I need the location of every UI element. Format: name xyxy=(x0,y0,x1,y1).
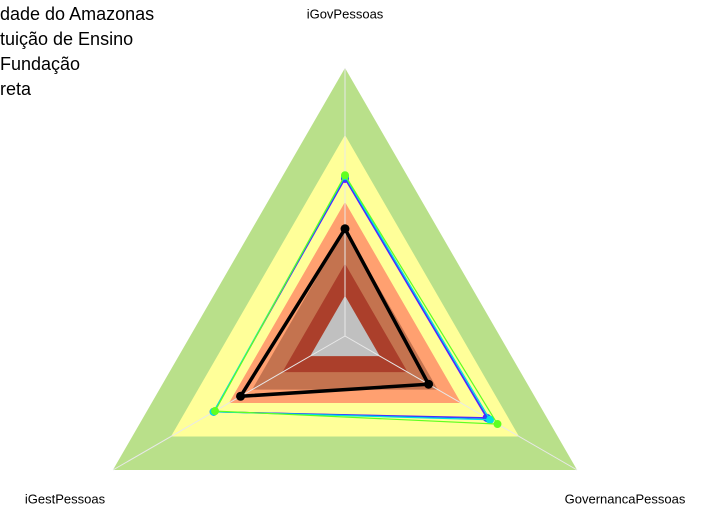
legend-label: Fundação xyxy=(0,54,80,74)
series-point xyxy=(493,420,502,429)
axis-label: iGestPessoas xyxy=(25,491,106,506)
series-point xyxy=(340,224,350,234)
axis-label: GovernancaPessoas xyxy=(565,491,686,506)
series-line xyxy=(214,174,499,425)
legend-label: tuição de Ensino xyxy=(0,29,133,49)
series-point xyxy=(486,415,495,424)
series-point xyxy=(341,171,349,180)
legend-label: dade do Amazonas xyxy=(0,4,154,24)
series-line xyxy=(237,225,432,399)
axis-line xyxy=(112,335,346,471)
series-point xyxy=(424,379,434,389)
axis-label: iGovPessoas xyxy=(307,6,384,21)
series-point xyxy=(236,391,246,401)
legend-label: reta xyxy=(0,79,32,99)
axis-line xyxy=(344,335,578,471)
series-point xyxy=(211,407,220,416)
